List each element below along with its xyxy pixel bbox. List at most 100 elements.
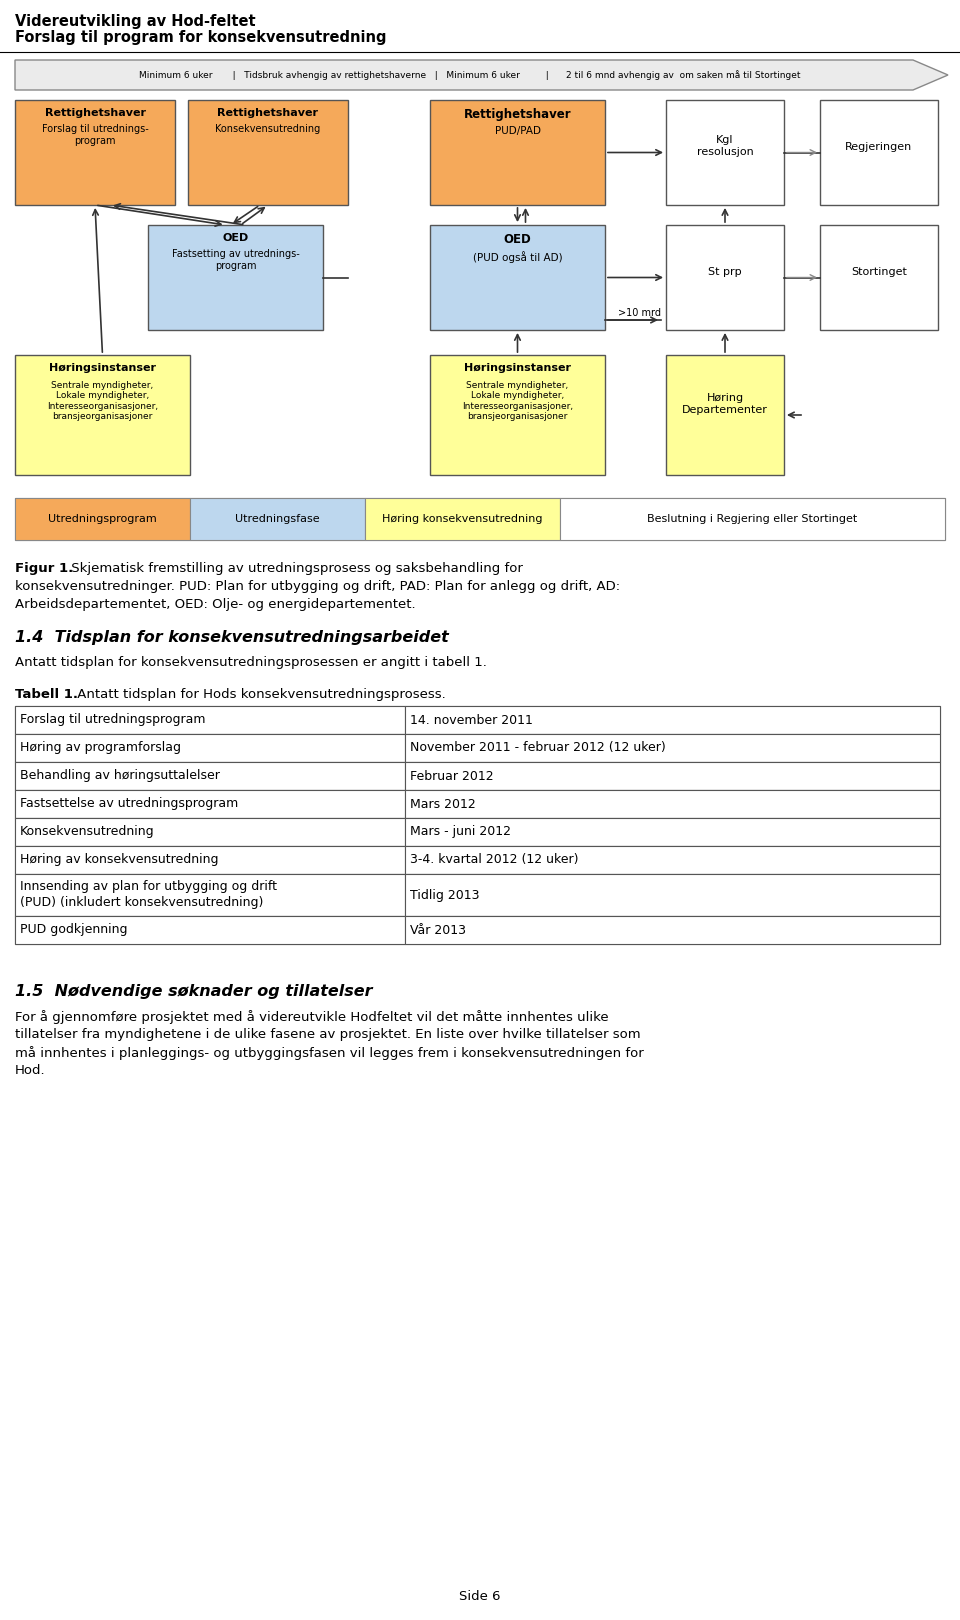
- Bar: [405, 761, 940, 791]
- Text: Utredningsfase: Utredningsfase: [235, 514, 320, 523]
- Bar: [15, 761, 405, 791]
- Text: Figur 1.: Figur 1.: [15, 562, 73, 575]
- Text: PUD godkjenning: PUD godkjenning: [20, 923, 128, 936]
- Bar: [15, 875, 940, 915]
- Text: Høring av programforslag: Høring av programforslag: [20, 742, 181, 755]
- Text: Skjematisk fremstilling av utredningsprosess og saksbehandling for: Skjematisk fremstilling av utredningspro…: [67, 562, 523, 575]
- Text: Rettighetshaver: Rettighetshaver: [218, 109, 319, 118]
- Text: Høring av konsekvensutredning: Høring av konsekvensutredning: [20, 854, 219, 867]
- Text: St prp: St prp: [708, 267, 742, 277]
- Bar: [15, 734, 940, 761]
- Text: Mars 2012: Mars 2012: [410, 797, 476, 810]
- Bar: [666, 355, 784, 475]
- Bar: [820, 100, 938, 206]
- Text: Forslag til utrednings-
program: Forslag til utrednings- program: [41, 125, 149, 146]
- Text: 1.4  Tidsplan for konsekvensutredningsarbeidet: 1.4 Tidsplan for konsekvensutredningsarb…: [15, 630, 448, 645]
- Bar: [15, 846, 940, 875]
- Text: Sentrale myndigheter,
Lokale myndigheter,
Interesseorganisasjoner,
bransjeorgani: Sentrale myndigheter, Lokale myndigheter…: [462, 381, 573, 421]
- Bar: [405, 706, 940, 734]
- Bar: [148, 225, 323, 330]
- Text: Minimum 6 uker       |   Tidsbruk avhengig av rettighetshaverne   |   Minimum 6 : Minimum 6 uker | Tidsbruk avhengig av re…: [139, 70, 801, 79]
- Text: Antatt tidsplan for Hods konsekvensutredningsprosess.: Antatt tidsplan for Hods konsekvensutred…: [73, 688, 445, 701]
- Bar: [820, 225, 938, 330]
- Text: Behandling av høringsuttalelser: Behandling av høringsuttalelser: [20, 770, 220, 782]
- Bar: [190, 497, 365, 539]
- Polygon shape: [15, 60, 948, 91]
- Text: må innhentes i planleggings- og utbyggingsfasen vil legges frem i konsekvensutre: må innhentes i planleggings- og utbyggin…: [15, 1047, 644, 1059]
- Text: Fastsettelse av utredningsprogram: Fastsettelse av utredningsprogram: [20, 797, 238, 810]
- Text: Regjeringen: Regjeringen: [846, 143, 913, 152]
- Bar: [430, 225, 605, 330]
- Bar: [15, 818, 940, 846]
- Bar: [666, 225, 784, 330]
- Bar: [15, 355, 190, 475]
- Bar: [15, 915, 940, 944]
- Bar: [15, 875, 405, 915]
- Bar: [405, 875, 940, 915]
- Text: Konsekvensutredning: Konsekvensutredning: [215, 125, 321, 134]
- Bar: [430, 355, 605, 475]
- Bar: [405, 915, 940, 944]
- Text: Stortinget: Stortinget: [852, 267, 907, 277]
- Text: Konsekvensutredning: Konsekvensutredning: [20, 826, 155, 839]
- Bar: [405, 818, 940, 846]
- Text: Rettighetshaver: Rettighetshaver: [44, 109, 146, 118]
- Bar: [365, 497, 560, 539]
- Bar: [15, 818, 405, 846]
- Text: Februar 2012: Februar 2012: [410, 770, 493, 782]
- Bar: [15, 706, 940, 734]
- Text: November 2011 - februar 2012 (12 uker): November 2011 - februar 2012 (12 uker): [410, 742, 665, 755]
- Text: (PUD) (inkludert konsekvensutredning): (PUD) (inkludert konsekvensutredning): [20, 896, 263, 909]
- Text: Utredningsprogram: Utredningsprogram: [48, 514, 156, 523]
- Bar: [15, 100, 175, 206]
- Text: For å gjennomføre prosjektet med å videreutvikle Hodfeltet vil det måtte innhent: For å gjennomføre prosjektet med å vider…: [15, 1009, 609, 1024]
- Text: Mars - juni 2012: Mars - juni 2012: [410, 826, 511, 839]
- Bar: [188, 100, 348, 206]
- Bar: [15, 497, 190, 539]
- Bar: [15, 706, 405, 734]
- Text: Tidlig 2013: Tidlig 2013: [410, 888, 479, 901]
- Text: Innsending av plan for utbygging og drift: Innsending av plan for utbygging og drif…: [20, 880, 277, 893]
- Text: Høring konsekvensutredning: Høring konsekvensutredning: [382, 514, 542, 523]
- Text: Sentrale myndigheter,
Lokale myndigheter,
Interesseorganisasjoner,
bransjeorgani: Sentrale myndigheter, Lokale myndigheter…: [47, 381, 158, 421]
- Text: Høring
Departementer: Høring Departementer: [682, 394, 768, 415]
- Bar: [15, 761, 940, 791]
- Text: Beslutning i Regjering eller Stortinget: Beslutning i Regjering eller Stortinget: [647, 514, 857, 523]
- Text: Forslag til utredningsprogram: Forslag til utredningsprogram: [20, 713, 205, 726]
- Bar: [15, 734, 405, 761]
- Text: Side 6: Side 6: [459, 1589, 501, 1604]
- Text: 3-4. kvartal 2012 (12 uker): 3-4. kvartal 2012 (12 uker): [410, 854, 579, 867]
- Text: >10 mrd: >10 mrd: [618, 308, 661, 318]
- Text: 1.5  Nødvendige søknader og tillatelser: 1.5 Nødvendige søknader og tillatelser: [15, 983, 372, 1000]
- Text: 14. november 2011: 14. november 2011: [410, 713, 533, 726]
- Text: OED: OED: [223, 233, 249, 243]
- Text: Vår 2013: Vår 2013: [410, 923, 466, 936]
- Text: Antatt tidsplan for konsekvensutredningsprosessen er angitt i tabell 1.: Antatt tidsplan for konsekvensutrednings…: [15, 656, 487, 669]
- Bar: [560, 497, 945, 539]
- Text: Tabell 1.: Tabell 1.: [15, 688, 78, 701]
- Text: Arbeidsdepartementet, OED: Olje- og energidepartementet.: Arbeidsdepartementet, OED: Olje- og ener…: [15, 598, 416, 611]
- Bar: [430, 100, 605, 206]
- Text: (PUD også til AD): (PUD også til AD): [472, 251, 563, 262]
- Bar: [15, 791, 940, 818]
- Bar: [405, 846, 940, 875]
- Text: Kgl
resolusjon: Kgl resolusjon: [697, 134, 754, 157]
- Bar: [15, 846, 405, 875]
- Text: PUD/PAD: PUD/PAD: [494, 126, 540, 136]
- Bar: [405, 734, 940, 761]
- Text: Hod.: Hod.: [15, 1064, 46, 1077]
- Bar: [15, 497, 945, 539]
- Text: Høringsinstanser: Høringsinstanser: [49, 363, 156, 373]
- Bar: [666, 100, 784, 206]
- Text: Rettighetshaver: Rettighetshaver: [464, 109, 571, 122]
- Bar: [15, 791, 405, 818]
- Text: konsekvensutredninger. PUD: Plan for utbygging og drift, PAD: Plan for anlegg og: konsekvensutredninger. PUD: Plan for utb…: [15, 580, 620, 593]
- Bar: [15, 915, 405, 944]
- Text: OED: OED: [504, 233, 532, 246]
- Text: Videreutvikling av Hod-feltet: Videreutvikling av Hod-feltet: [15, 15, 255, 29]
- Text: Høringsinstanser: Høringsinstanser: [464, 363, 571, 373]
- Text: Forslag til program for konsekvensutredning: Forslag til program for konsekvensutredn…: [15, 31, 387, 45]
- Text: Fastsetting av utrednings-
program: Fastsetting av utrednings- program: [172, 249, 300, 271]
- Bar: [405, 791, 940, 818]
- Text: tillatelser fra myndighetene i de ulike fasene av prosjektet. En liste over hvil: tillatelser fra myndighetene i de ulike …: [15, 1029, 640, 1042]
